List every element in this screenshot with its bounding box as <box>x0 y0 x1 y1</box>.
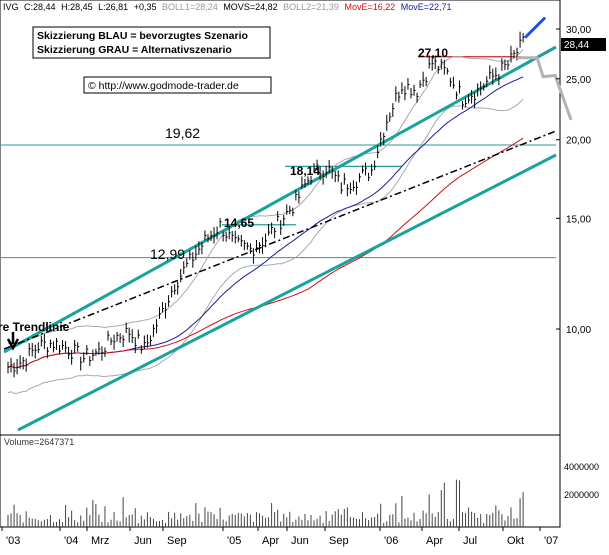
x-tick-label: '03 <box>6 535 20 547</box>
x-tick-label: Jun <box>291 535 309 547</box>
last-price-tag <box>561 38 606 51</box>
y-tick-label: 25,00 <box>566 75 591 86</box>
legend-box <box>32 26 271 59</box>
x-tick-label: Jul <box>463 535 477 547</box>
high-27-10-label: 27,10 <box>418 46 448 60</box>
volume-tick-2m: 2000000 <box>564 490 599 500</box>
level-12-99-label: 12,99 <box>150 246 185 262</box>
trendline-label: re Trendlinie <box>0 320 70 334</box>
x-tick-label: '04 <box>64 535 78 547</box>
x-tick-label: '05 <box>227 535 241 547</box>
x-tick-label: '06 <box>384 535 398 547</box>
scenario-sketches <box>517 16 573 121</box>
x-tick-label: Sep <box>167 535 187 547</box>
volume-tick-4m: 4000000 <box>564 462 599 472</box>
x-axis: '03 '04 Mrz Jun Sep '05 Apr Jun Sep '06 Apr Jul Okt '… <box>1 527 558 547</box>
legend-line-blue: Skizzierung BLAU = bevorzugtes Szenario <box>37 30 248 42</box>
bollinger-lower <box>7 98 524 394</box>
copyright-box <box>83 76 272 94</box>
x-tick-label: Apr <box>426 535 443 547</box>
x-tick-label: Apr <box>262 535 279 547</box>
scenario-blue-arrow <box>524 16 547 39</box>
x-tick-label: Jun <box>134 535 152 547</box>
x-tick-label: Okt <box>507 535 524 547</box>
high-18-14-label: 18,14 <box>290 164 320 178</box>
y-axis: 30,00 25,00 20,00 15,00 10,00 <box>556 25 591 336</box>
x-tick-label: Mrz <box>91 535 109 547</box>
bollinger-upper <box>7 49 524 345</box>
header-line: IVG C:28,44 H:28,45 L:26,81 +0,35 BOLL1=… <box>3 2 452 12</box>
level-19-62-label: 19,62 <box>165 125 200 141</box>
y-tick-label: 30,00 <box>566 25 591 36</box>
trend-channel <box>3 45 557 432</box>
x-tick-label: Sep <box>329 535 349 547</box>
legend-line-grey: Skizzierung GRAU = Alternativszenario <box>37 44 232 56</box>
y-tick-label: 15,00 <box>566 214 591 225</box>
bollinger-bands <box>7 49 524 394</box>
volume-label: Volume=2647371 <box>4 437 74 447</box>
trendline-arrow-icon <box>6 332 20 351</box>
channel-lower-line <box>17 153 557 432</box>
scenario-grey-path <box>517 56 573 121</box>
price-bars <box>7 31 525 378</box>
last-price-tag-text: 28,44 <box>564 40 589 51</box>
channel-upper-line <box>3 45 557 354</box>
volume-panel-frame <box>0 434 561 528</box>
copyright-text: © http://www.godmode-trader.de <box>88 80 239 92</box>
high-14-65-label: 14,65 <box>224 216 254 230</box>
volume-bars <box>7 479 524 527</box>
x-tick-label: '07 <box>544 535 558 547</box>
y-tick-label: 20,00 <box>566 136 591 147</box>
price-panel-frame <box>0 0 561 436</box>
dash-dot-trendline <box>3 130 557 350</box>
y-tick-label: 10,00 <box>566 325 591 336</box>
